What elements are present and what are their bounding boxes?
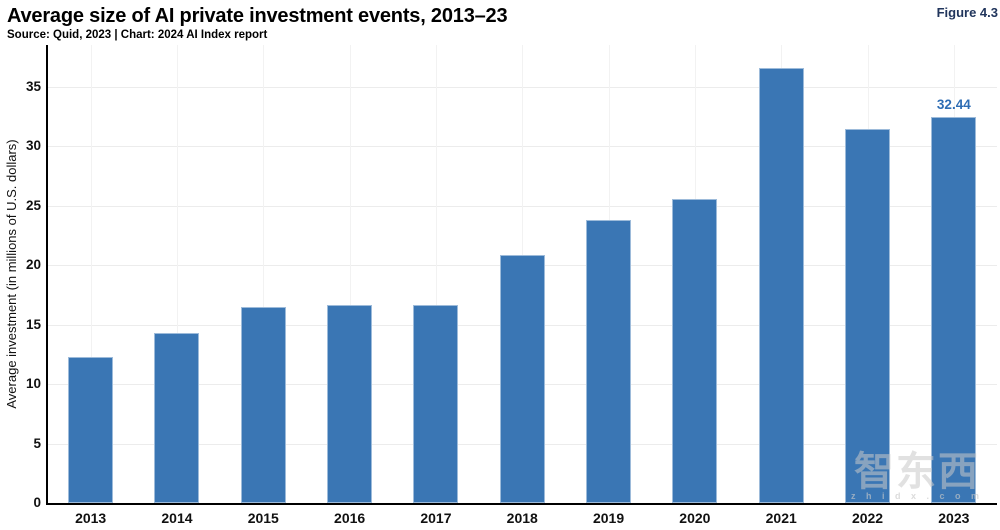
x-tick-label: 2020 xyxy=(679,510,711,526)
bar-2022 xyxy=(845,128,891,503)
y-tick-label: 25 xyxy=(25,197,41,213)
y-tick-label: 35 xyxy=(25,79,41,94)
bar-2013 xyxy=(68,356,114,503)
bar-2018 xyxy=(499,254,545,503)
y-tick-label: 15 xyxy=(25,316,41,332)
value-label-2023: 32.44 xyxy=(936,97,971,113)
bar-2020 xyxy=(672,198,718,503)
x-tick-label: 2022 xyxy=(851,510,884,526)
page-subtitle: Source: Quid, 2023 | Chart: 2024 AI Inde… xyxy=(7,29,268,41)
bar-2019 xyxy=(586,220,632,503)
x-gridline xyxy=(349,45,351,503)
bar-2016 xyxy=(327,304,373,503)
y-tick-label: 0 xyxy=(33,495,41,510)
y-tick-label: 5 xyxy=(33,435,41,451)
x-axis-line xyxy=(46,503,997,505)
bar-2014 xyxy=(154,333,200,503)
x-gridline xyxy=(176,45,178,503)
x-tick-label: 2015 xyxy=(247,510,279,526)
x-tick-label: 2013 xyxy=(75,510,107,526)
x-tick-label: 2018 xyxy=(506,510,538,526)
bar-2023 xyxy=(931,117,977,503)
x-tick-label: 2014 xyxy=(161,510,193,526)
y-axis-title: Average investment (in millions of U.S. … xyxy=(4,139,19,409)
bar-2017 xyxy=(413,304,459,503)
x-tick-label: 2021 xyxy=(765,510,797,526)
x-gridline xyxy=(263,45,265,503)
y-axis-line xyxy=(46,45,48,505)
x-tick-label: 2016 xyxy=(334,510,366,526)
x-tick-label: 2023 xyxy=(938,510,970,526)
x-gridline xyxy=(435,45,437,503)
x-gridline xyxy=(90,45,92,503)
y-tick-label: 30 xyxy=(25,138,41,154)
x-tick-label: 2019 xyxy=(592,510,625,526)
y-tick-label: 10 xyxy=(25,376,41,392)
figure-label: Figure 4.3 xyxy=(936,5,998,20)
x-tick-label: 2017 xyxy=(420,510,452,526)
bar-2021 xyxy=(758,67,804,503)
y-tick-label: 20 xyxy=(25,257,41,273)
bar-2015 xyxy=(240,306,286,503)
page-title: Average size of AI private investment ev… xyxy=(7,5,508,27)
